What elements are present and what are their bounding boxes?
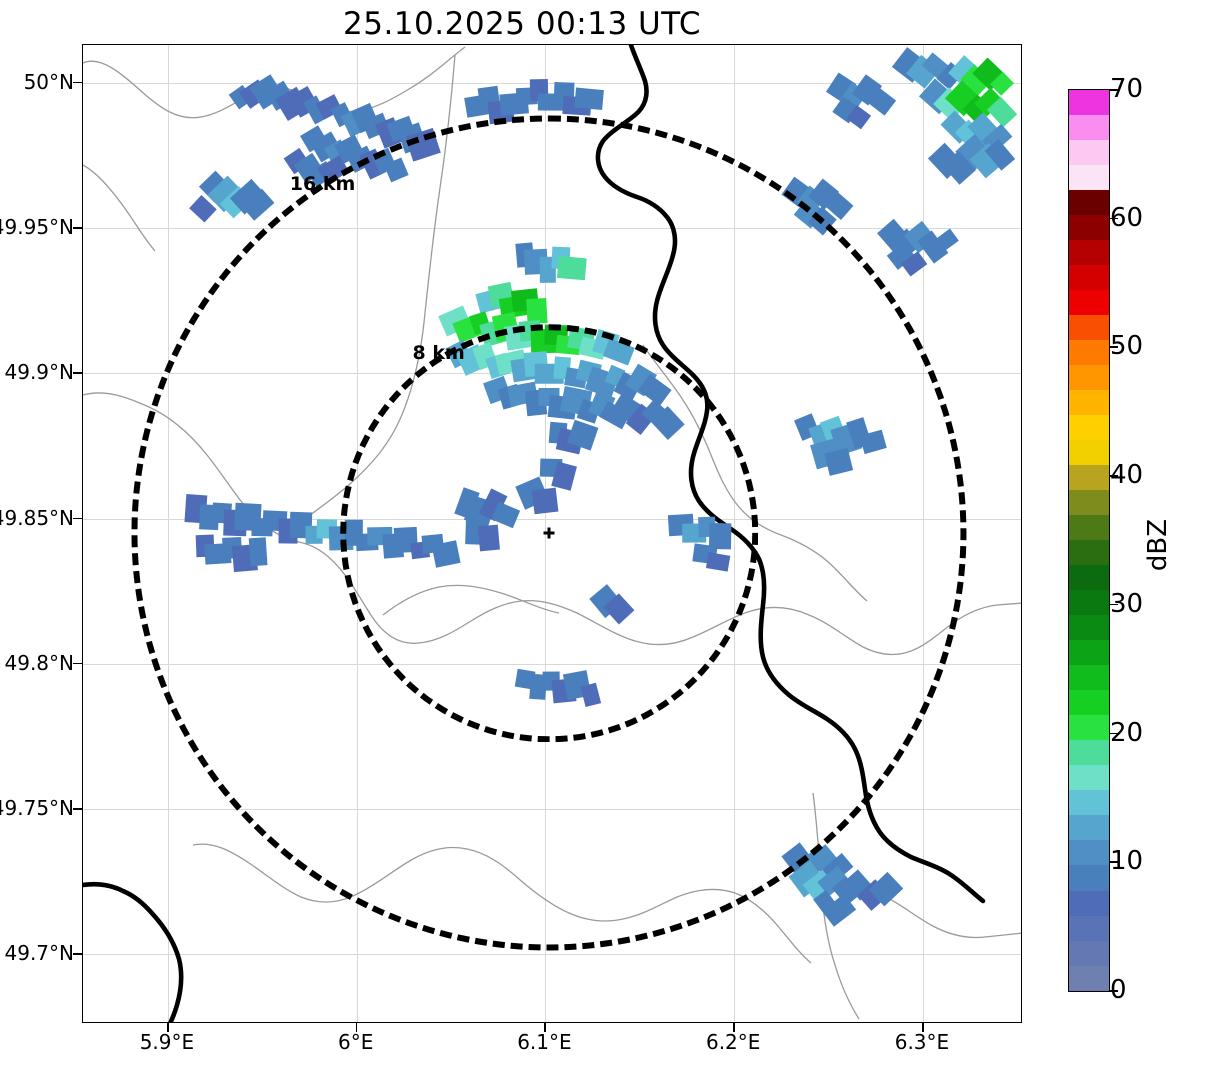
x-axis-tick-mark bbox=[166, 1023, 169, 1032]
y-axis-tick-mark bbox=[73, 517, 82, 520]
colorbar-band bbox=[1069, 490, 1109, 516]
radar-plot-canvas: 16 km 8 km bbox=[83, 45, 1021, 1022]
colorbar-tick-mark bbox=[1109, 217, 1118, 220]
colorbar-band bbox=[1069, 390, 1109, 416]
x-axis-tick-mark bbox=[733, 1023, 735, 1032]
y-axis-tick-label: 49.95°N bbox=[0, 215, 74, 240]
colorbar-band bbox=[1069, 190, 1109, 216]
colorbar-band bbox=[1069, 965, 1109, 991]
colorbar-band bbox=[1069, 940, 1109, 966]
colorbar-band bbox=[1069, 715, 1109, 741]
range-ring-label: 16 km bbox=[289, 173, 356, 196]
y-axis-tick-mark bbox=[73, 953, 82, 955]
x-axis-tick-mark bbox=[544, 1023, 547, 1032]
colorbar-tick-mark bbox=[1109, 732, 1118, 735]
y-axis-tick-label: 49.7°N bbox=[4, 941, 75, 966]
page-title: 25.10.2025 00:13 UTC bbox=[343, 6, 701, 42]
colorbar-band bbox=[1069, 290, 1109, 316]
gridline-horizontal bbox=[83, 82, 1021, 84]
colorbar-band bbox=[1069, 915, 1109, 941]
colorbar-band bbox=[1069, 215, 1109, 241]
colorbar bbox=[1068, 89, 1110, 992]
colorbar-band bbox=[1069, 465, 1109, 491]
colorbar-band bbox=[1069, 765, 1109, 791]
gridline-horizontal bbox=[83, 954, 1021, 956]
colorbar-axis-label: dBZ bbox=[1143, 518, 1173, 572]
y-axis-tick-label: 49.8°N bbox=[4, 650, 75, 675]
x-axis-tick-label: 6°E bbox=[338, 1030, 374, 1054]
colorbar-band bbox=[1069, 865, 1109, 891]
x-axis-tick-label: 6.2°E bbox=[705, 1030, 761, 1054]
y-axis-tick-mark bbox=[73, 662, 82, 665]
colorbar-band bbox=[1069, 540, 1109, 566]
colorbar-tick-mark bbox=[1109, 475, 1118, 477]
colorbar-tick-mark bbox=[1109, 603, 1118, 606]
colorbar-band bbox=[1069, 890, 1109, 916]
range-ring-16km bbox=[131, 115, 967, 951]
colorbar-band bbox=[1069, 840, 1109, 866]
range-ring-8km bbox=[340, 324, 758, 742]
colorbar-band bbox=[1069, 365, 1109, 391]
x-axis-tick-label: 6.3°E bbox=[894, 1030, 950, 1054]
colorbar-band bbox=[1069, 790, 1109, 816]
x-axis-tick-label: 6.1°E bbox=[517, 1030, 572, 1054]
colorbar-band bbox=[1069, 265, 1109, 291]
radar-site-marker bbox=[543, 527, 555, 539]
colorbar-band bbox=[1069, 565, 1109, 591]
colorbar-band bbox=[1069, 315, 1109, 341]
colorbar-band bbox=[1069, 515, 1109, 541]
x-axis-tick-mark bbox=[921, 1023, 924, 1032]
y-axis-tick-mark bbox=[73, 808, 82, 810]
radar-plot-area: 16 km 8 km bbox=[82, 44, 1022, 1023]
colorbar-band bbox=[1069, 90, 1109, 116]
y-axis-tick-label: 50°N bbox=[23, 69, 74, 94]
colorbar-band bbox=[1069, 740, 1109, 766]
colorbar-band bbox=[1069, 815, 1109, 841]
colorbar-band bbox=[1069, 115, 1109, 141]
colorbar-band bbox=[1069, 690, 1109, 716]
colorbar-band bbox=[1069, 665, 1109, 691]
colorbar-band bbox=[1069, 240, 1109, 266]
colorbar-band bbox=[1069, 440, 1109, 466]
radar-echo-cell bbox=[573, 87, 604, 110]
y-axis-tick-mark bbox=[73, 81, 82, 84]
x-axis-tick-mark bbox=[355, 1023, 358, 1032]
colorbar-tick-mark bbox=[1109, 89, 1118, 91]
colorbar-tick-mark bbox=[1109, 990, 1118, 992]
colorbar-band bbox=[1069, 615, 1109, 641]
colorbar-band bbox=[1069, 640, 1109, 666]
colorbar-tick-mark bbox=[1109, 861, 1118, 863]
y-axis-tick-label: 49.85°N bbox=[0, 505, 74, 530]
range-ring-label: 8 km bbox=[412, 342, 465, 365]
x-axis-tick-label: 5.9°E bbox=[139, 1030, 195, 1054]
y-axis-tick-label: 49.75°N bbox=[0, 796, 74, 821]
y-axis-tick-mark bbox=[73, 372, 82, 374]
colorbar-band bbox=[1069, 140, 1109, 166]
colorbar-tick-mark bbox=[1109, 346, 1118, 349]
colorbar-band bbox=[1069, 165, 1109, 191]
y-axis-tick-mark bbox=[73, 227, 82, 229]
colorbar-tick-label: 0 bbox=[1110, 975, 1127, 1005]
colorbar-band bbox=[1069, 340, 1109, 366]
y-axis-tick-label: 49.9°N bbox=[4, 360, 75, 385]
colorbar-band bbox=[1069, 590, 1109, 616]
colorbar-band bbox=[1069, 415, 1109, 441]
